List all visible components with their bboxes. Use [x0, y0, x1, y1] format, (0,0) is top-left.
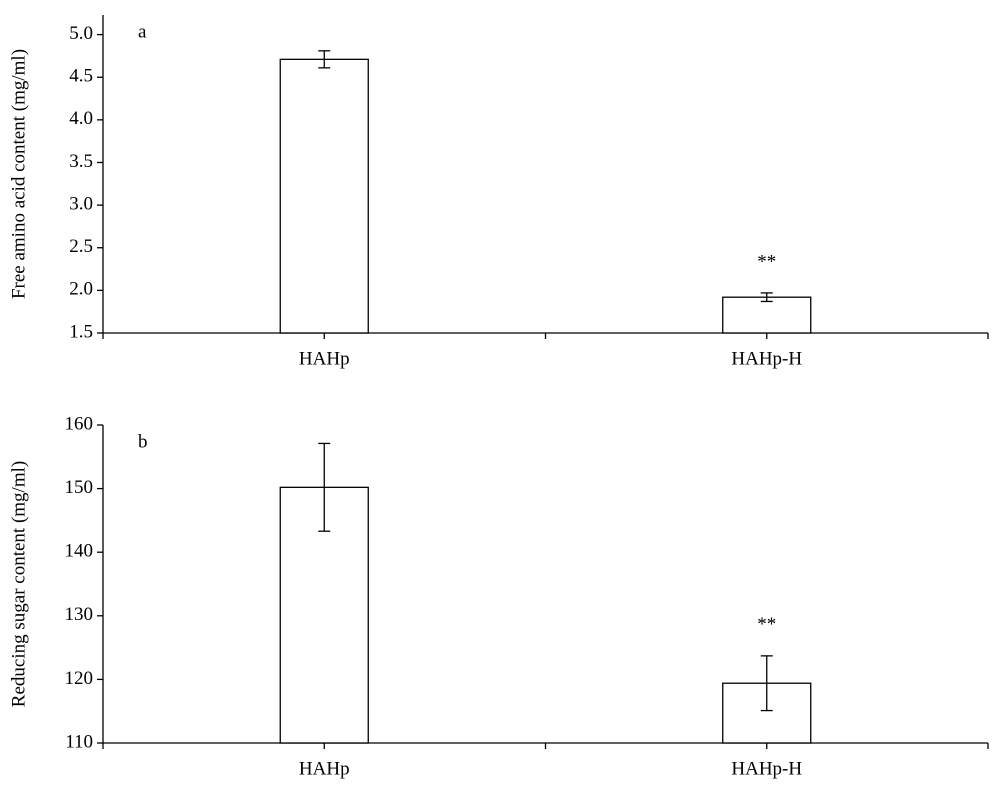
x-tick-label: HAHp-H	[731, 758, 802, 779]
y-tick-label: 3.5	[69, 151, 93, 172]
x-tick-label: HAHp-H	[731, 348, 802, 369]
y-tick-label: 5.0	[69, 23, 93, 44]
y-tick-label: 2.5	[69, 236, 93, 257]
y-tick-label: 120	[65, 668, 94, 689]
y-tick-label: 130	[65, 604, 94, 625]
y-axis-label: Reducing sugar content (mg/ml)	[8, 461, 29, 707]
y-tick-label: 150	[65, 477, 94, 498]
y-tick-label: 3.0	[69, 193, 93, 214]
panel-label: a	[138, 21, 147, 42]
y-tick-label: 1.5	[69, 321, 93, 342]
x-tick-label: HAHp	[299, 758, 350, 779]
x-tick-label: HAHp	[299, 348, 350, 369]
y-axis-label: Free amino acid content (mg/ml)	[8, 49, 29, 299]
y-tick-label: 160	[65, 413, 94, 434]
bar	[280, 59, 368, 333]
y-tick-label: 4.5	[69, 66, 93, 87]
significance: **	[757, 251, 776, 272]
y-tick-label: 2.0	[69, 279, 93, 300]
y-tick-label: 140	[65, 541, 94, 562]
panel-label: b	[138, 431, 148, 452]
bar	[723, 297, 811, 333]
y-tick-label: 4.0	[69, 108, 93, 129]
significance: **	[757, 614, 776, 635]
y-tick-label: 110	[65, 731, 93, 752]
